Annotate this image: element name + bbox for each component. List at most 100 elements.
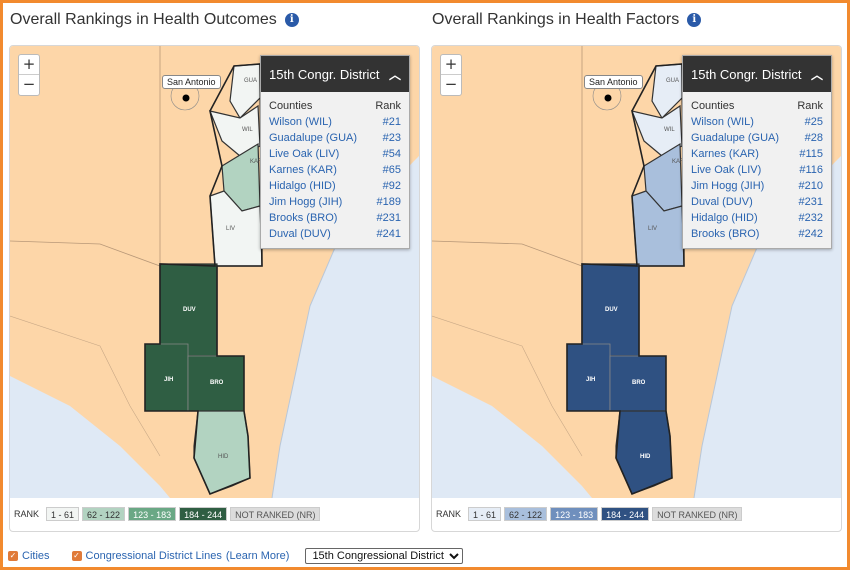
popup-row[interactable]: Guadalupe (GUA) #28 xyxy=(691,130,823,146)
rank-legend: RANK 1 - 61 62 - 122 123 - 183 184 - 244… xyxy=(14,507,321,521)
district-select[interactable]: 15th Congressional District xyxy=(305,548,464,564)
city-marker[interactable] xyxy=(182,94,190,102)
popup-header[interactable]: 15th Congr. District ︿ xyxy=(261,56,409,92)
zoom-in-button[interactable]: + xyxy=(441,55,461,75)
legend-swatch: 123 - 183 xyxy=(128,507,177,521)
zoom-out-button[interactable]: − xyxy=(22,75,36,93)
county-link[interactable]: Duval (DUV) xyxy=(269,228,331,240)
legend-swatch: 1 - 61 xyxy=(46,507,80,521)
label-duv: DUV xyxy=(183,307,196,313)
rank-link[interactable]: #92 xyxy=(382,180,401,192)
county-link[interactable]: Duval (DUV) xyxy=(691,196,753,208)
county-link[interactable]: Jim Hogg (JIH) xyxy=(269,196,343,208)
popup-row[interactable]: Wilson (WIL) #21 xyxy=(269,114,401,130)
rank-link[interactable]: #210 xyxy=(798,180,823,192)
zoom-control: + − xyxy=(18,54,40,96)
county-link[interactable]: Wilson (WIL) xyxy=(269,116,332,128)
rank-link[interactable]: #23 xyxy=(382,132,401,144)
col-rank: Rank xyxy=(375,100,401,112)
legend-swatch: NOT RANKED (NR) xyxy=(230,507,321,521)
rank-link[interactable]: #25 xyxy=(804,116,823,128)
map-options: ✓ Cities ✓ Congressional District Lines … xyxy=(8,548,464,564)
district-lines-checkbox[interactable]: ✓ xyxy=(71,551,82,561)
rank-link[interactable]: #231 xyxy=(798,196,823,208)
rank-link[interactable]: #65 xyxy=(382,164,401,176)
legend-swatch: 1 - 61 xyxy=(468,507,502,521)
col-rank: Rank xyxy=(797,100,823,112)
rank-link[interactable]: #241 xyxy=(376,228,401,240)
district-outline xyxy=(566,63,685,496)
popup-row[interactable]: Hidalgo (HID) #92 xyxy=(269,178,401,194)
popup-row[interactable]: Jim Hogg (JIH) #189 xyxy=(269,194,401,210)
popup-row[interactable]: Hidalgo (HID) #232 xyxy=(691,210,823,226)
district-outline xyxy=(144,63,263,496)
learn-more-link[interactable]: (Learn More) xyxy=(225,550,290,562)
cities-checkbox[interactable]: ✓ xyxy=(8,551,18,561)
popup-row[interactable]: Duval (DUV) #231 xyxy=(691,194,823,210)
rank-link[interactable]: #54 xyxy=(382,148,401,160)
label-wil: WIL xyxy=(664,127,675,133)
county-link[interactable]: Hidalgo (HID) xyxy=(691,212,758,224)
health-factors-map-frame: GUA WIL KAR LIV DUV JIH BRO HID + − San … xyxy=(431,45,842,532)
county-link[interactable]: Wilson (WIL) xyxy=(691,116,754,128)
county-link[interactable]: Live Oak (LIV) xyxy=(269,148,340,160)
health-outcomes-title: Overall Rankings in Health Outcomes xyxy=(10,11,277,28)
zoom-in-button[interactable]: + xyxy=(19,55,39,75)
popup-row[interactable]: Brooks (BRO) #231 xyxy=(269,210,401,226)
county-link[interactable]: Karnes (KAR) xyxy=(269,164,337,176)
popup-row[interactable]: Live Oak (LIV) #116 xyxy=(691,162,823,178)
rank-legend: RANK 1 - 61 62 - 122 123 - 183 184 - 244… xyxy=(436,507,743,521)
label-bro: BRO xyxy=(632,380,646,386)
rank-link[interactable]: #116 xyxy=(799,164,823,176)
district-lines-label[interactable]: Congressional District Lines xyxy=(85,550,222,562)
popup-row[interactable]: Jim Hogg (JIH) #210 xyxy=(691,178,823,194)
popup-row[interactable]: Brooks (BRO) #242 xyxy=(691,226,823,242)
label-wil: WIL xyxy=(242,127,253,133)
popup-title: 15th Congr. District xyxy=(691,66,802,82)
label-hid: HID xyxy=(640,454,651,460)
county-link[interactable]: Brooks (BRO) xyxy=(691,228,760,240)
popup-row[interactable]: Wilson (WIL) #25 xyxy=(691,114,823,130)
rank-link[interactable]: #189 xyxy=(376,196,401,208)
popup-header-row: Counties Rank xyxy=(269,98,401,114)
popup-title: 15th Congr. District xyxy=(269,66,380,82)
rank-link[interactable]: #28 xyxy=(804,132,823,144)
rank-link[interactable]: #242 xyxy=(798,228,823,240)
county-link[interactable]: Jim Hogg (JIH) xyxy=(691,180,765,192)
popup-row[interactable]: Live Oak (LIV) #54 xyxy=(269,146,401,162)
county-link[interactable]: Hidalgo (HID) xyxy=(269,180,336,192)
rank-link[interactable]: #232 xyxy=(798,212,823,224)
popup-row[interactable]: Duval (DUV) #241 xyxy=(269,226,401,242)
chevron-up-icon[interactable]: ︿ xyxy=(810,67,823,82)
chevron-up-icon[interactable]: ︿ xyxy=(388,67,401,82)
county-link[interactable]: Brooks (BRO) xyxy=(269,212,338,224)
info-icon[interactable]: i xyxy=(284,13,299,27)
health-outcomes-map[interactable]: GUA WIL KAR LIV DUV JIH BRO HID + − San … xyxy=(10,46,419,498)
county-link[interactable]: Karnes (KAR) xyxy=(691,148,759,160)
county-link[interactable]: Guadalupe (GUA) xyxy=(269,132,358,144)
health-factors-map[interactable]: GUA WIL KAR LIV DUV JIH BRO HID + − San … xyxy=(432,46,841,498)
city-marker[interactable] xyxy=(604,94,612,102)
legend-swatch: 184 - 244 xyxy=(601,507,650,521)
cities-label[interactable]: Cities xyxy=(22,550,50,562)
zoom-out-button[interactable]: − xyxy=(444,75,458,93)
label-liv: LIV xyxy=(226,226,235,232)
county-link[interactable]: Live Oak (LIV) xyxy=(691,164,762,176)
legend-swatch: 184 - 244 xyxy=(179,507,228,521)
popup-row[interactable]: Guadalupe (GUA) #23 xyxy=(269,130,401,146)
label-jih: JIH xyxy=(164,377,173,383)
popup-table: Counties Rank Wilson (WIL) #21 Guadalupe … xyxy=(261,92,409,248)
legend-swatch: 123 - 183 xyxy=(550,507,599,521)
popup-header[interactable]: 15th Congr. District ︿ xyxy=(683,56,831,92)
info-icon[interactable]: i xyxy=(687,13,702,27)
rank-link[interactable]: #21 xyxy=(382,116,401,128)
county-link[interactable]: Guadalupe (GUA) xyxy=(691,132,780,144)
label-kar: KAR xyxy=(672,159,685,165)
health-factors-panel: Overall Rankings in Health Factors i xyxy=(427,3,847,538)
rank-link[interactable]: #231 xyxy=(376,212,401,224)
rank-link[interactable]: #115 xyxy=(799,148,823,160)
popup-row[interactable]: Karnes (KAR) #65 xyxy=(269,162,401,178)
district-popup: 15th Congr. District ︿ Counties Rank Wil… xyxy=(682,55,832,249)
popup-row[interactable]: Karnes (KAR) #115 xyxy=(691,146,823,162)
zoom-control: + − xyxy=(440,54,462,96)
